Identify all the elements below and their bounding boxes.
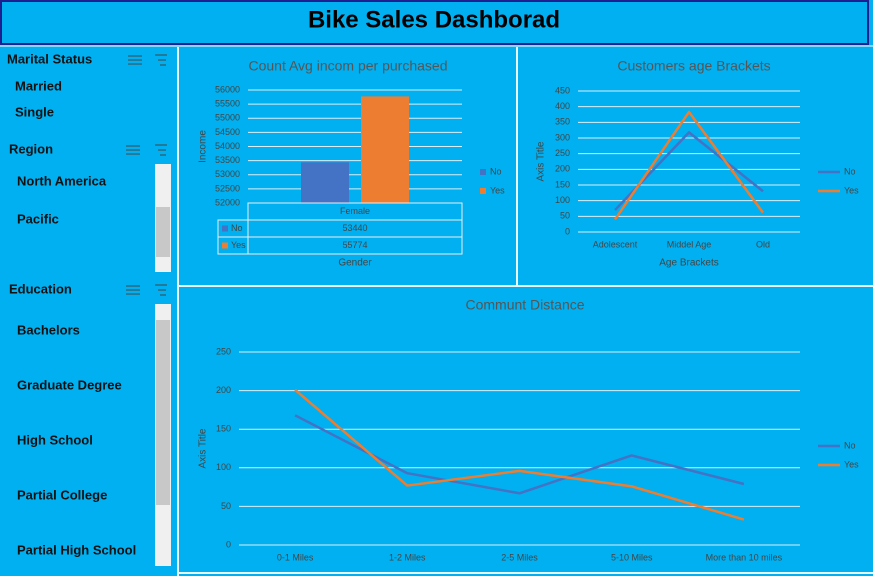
bar: [301, 162, 349, 203]
legend-label: No: [844, 440, 856, 450]
line: [613, 110, 765, 221]
chart-title: Count Avg incom per purchased: [249, 58, 448, 74]
y-tick-label: 450: [555, 85, 570, 95]
y-tick-label: 350: [555, 117, 570, 127]
y-tick-label: 54500: [215, 127, 240, 137]
y-tick-label: 250: [555, 148, 570, 158]
legend-swatch: [480, 188, 486, 194]
y-tick-label: 200: [555, 164, 570, 174]
scroll-thumb[interactable]: [156, 320, 170, 505]
y-tick-label: 400: [555, 101, 570, 111]
legend-label: No: [844, 166, 856, 176]
table-value: 53440: [342, 223, 367, 233]
slicer-title: Education: [9, 281, 72, 296]
title-bar: [0, 0, 869, 45]
bar: [361, 96, 409, 203]
legend-swatch: [480, 169, 486, 175]
y-tick-label: 150: [216, 424, 231, 434]
x-tick-label: 1-2 Miles: [389, 552, 426, 562]
legend-label: No: [490, 166, 502, 176]
x-tick-label: 2-5 Miles: [501, 552, 538, 562]
x-tick-label: Old: [756, 239, 770, 249]
chart-title: Customers age Brackets: [617, 58, 770, 74]
table-cell: [217, 236, 463, 255]
x-axis-label: Age Brackets: [659, 258, 718, 269]
x-tick-label: Adolescent: [593, 239, 638, 249]
slicer[interactable]: Marital Status Married Single: [7, 51, 92, 119]
slicer-title: Region: [9, 141, 53, 156]
x-tick-label: More than 10 miles: [706, 552, 783, 562]
x-axis-label: Gender: [338, 258, 372, 269]
y-tick-label: 100: [555, 195, 570, 205]
legend-label: Yes: [844, 185, 859, 195]
slicer-item[interactable]: Married: [15, 78, 62, 93]
y-axis-label: Axis Title: [536, 141, 547, 181]
chart-title: Communt Distance: [465, 297, 584, 313]
x-tick-label: Middel Age: [667, 239, 712, 249]
legend-label: Yes: [490, 185, 505, 195]
y-tick-label: 0: [565, 226, 570, 236]
y-tick-label: 55500: [215, 99, 240, 109]
slicer[interactable]: Region North America Pacific: [9, 141, 171, 272]
y-tick-label: 53000: [215, 169, 240, 179]
slicer-item[interactable]: Graduate Degree: [17, 377, 122, 392]
table-key: [222, 242, 228, 249]
table-key: [222, 225, 228, 232]
slicer-item[interactable]: Partial College: [17, 487, 107, 502]
table-row-label: No: [231, 223, 243, 233]
y-tick-label: 53500: [215, 155, 240, 165]
slicer-item[interactable]: Single: [15, 104, 54, 119]
y-tick-label: 50: [221, 501, 231, 511]
table-header: Female: [340, 206, 370, 216]
y-tick-label: 250: [216, 346, 231, 356]
y-tick-label: 300: [555, 132, 570, 142]
slicer-item[interactable]: Partial High School: [17, 542, 136, 557]
y-tick-label: 55000: [215, 113, 240, 123]
y-tick-label: 52000: [215, 197, 240, 207]
line: [294, 388, 745, 521]
y-tick-label: 52500: [215, 183, 240, 193]
y-tick-label: 150: [555, 179, 570, 189]
y-axis-label: Axis Title: [198, 428, 209, 468]
y-tick-label: 0: [226, 539, 231, 549]
legend-label: Yes: [844, 459, 859, 469]
y-tick-label: 56000: [215, 84, 240, 94]
slicer-item[interactable]: Bachelors: [17, 322, 80, 337]
y-tick-label: 100: [216, 462, 231, 472]
x-tick-label: 0-1 Miles: [277, 552, 314, 562]
table-row-label: Yes: [231, 240, 246, 250]
x-tick-label: 5-10 Miles: [611, 552, 653, 562]
slicer[interactable]: Education Bachelors Graduate Degree High…: [9, 281, 171, 566]
scroll-thumb[interactable]: [156, 207, 170, 257]
y-axis-label: Income: [198, 130, 209, 163]
slicer-item[interactable]: Pacific: [17, 211, 59, 226]
chart-frames: [177, 47, 873, 576]
slicer-item[interactable]: High School: [17, 432, 93, 447]
slicer-title: Marital Status: [7, 51, 92, 66]
y-tick-label: 200: [216, 385, 231, 395]
slicer-icons: [126, 54, 167, 296]
y-tick-label: 54000: [215, 141, 240, 151]
slicer-item[interactable]: North America: [17, 173, 107, 188]
dashboard-title: Bike Sales Dashborad: [308, 6, 560, 33]
table-value: 55774: [342, 240, 367, 250]
y-tick-label: 50: [560, 211, 570, 221]
